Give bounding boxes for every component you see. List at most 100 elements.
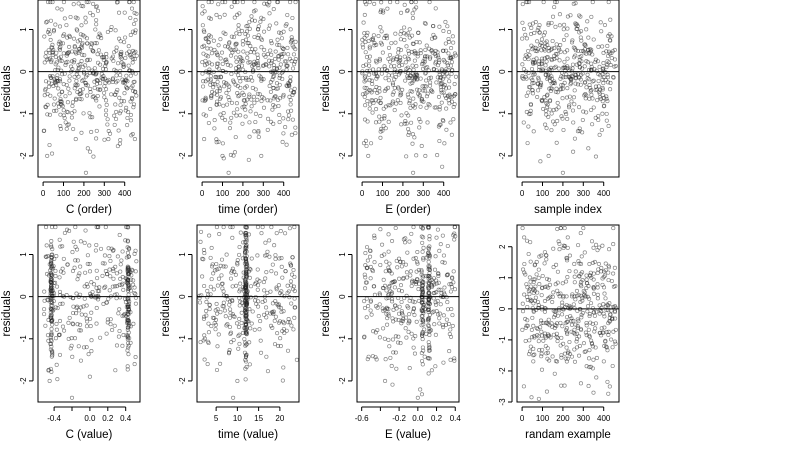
scatter-point [596,261,601,266]
scatter-point [126,278,131,283]
scatter-point [268,38,274,44]
scatter-point [252,34,257,40]
scatter-point [434,302,439,307]
scatter-point [410,132,416,137]
scatter-point [604,96,609,101]
scatter-point [217,88,222,94]
scatter-point [90,48,95,53]
scatter-point [421,322,426,327]
scatter-point [370,354,375,359]
scatter-point [258,350,264,355]
scatter-point [78,358,83,363]
scatter-point [411,336,416,341]
scatter-point [256,130,261,135]
scatter-point [527,52,532,58]
scatter-point [53,54,58,60]
scatter-point [398,55,403,60]
scatter-point [382,283,388,288]
scatter-point [218,37,223,42]
scatter-point [528,259,533,264]
scatter-point [240,90,245,95]
scatter-point [542,261,547,266]
scatter-point [582,93,587,98]
scatter-point [273,271,279,276]
scatter-point [578,14,583,19]
scatter-point [611,242,616,247]
scatter-point [130,97,135,102]
scatter-point [545,92,550,97]
scatter-point [367,78,372,83]
scatter-point [252,281,258,287]
scatter-point [225,62,230,67]
scatter-point [531,359,536,364]
scatter-point [520,309,526,314]
scatter-point [585,60,590,65]
scatter-point [261,52,266,57]
scatter-point [381,106,386,111]
scatter-point [413,75,418,80]
scatter-point [425,120,430,125]
scatter-point [95,289,100,294]
scatter-point [260,299,265,305]
scatter-point [261,105,267,110]
scatter-point [84,282,89,287]
scatter-point [362,272,367,277]
scatter-point [582,250,587,255]
scatter-point [415,77,420,82]
scatter-point [49,265,54,270]
scatter-point [606,265,612,270]
scatter-point [46,84,52,89]
scatter-point [50,322,55,327]
scatter-point [122,40,127,45]
scatter-point [563,75,568,80]
scatter-point [230,312,235,317]
scatter-point [78,32,83,37]
scatter-point [104,331,109,336]
scatter-point [267,23,272,28]
scatter-point [118,53,123,58]
scatter-point [577,126,582,131]
scatter-point [277,319,282,324]
scatter-point [219,281,225,286]
scatter-point [544,112,549,117]
scatter-point [535,39,540,44]
scatter-point [541,0,546,5]
scatter-point [100,261,105,266]
scatter-point [250,85,255,91]
scatter-point [98,62,103,67]
scatter-point [288,75,293,80]
scatter-point [265,98,270,103]
scatter-point [380,285,385,291]
scatter-point [363,251,368,256]
scatter-point [445,24,450,29]
scatter-point [611,271,616,276]
scatter-point [555,51,560,56]
scatter-point [419,268,424,273]
scatter-point [380,242,385,247]
scatter-point [375,90,380,95]
scatter-point [443,41,448,46]
scatter-point [292,225,297,230]
scatter-point [57,48,63,53]
scatter-point [369,312,374,317]
scatter-point [427,280,432,286]
scatter-point [247,362,252,367]
scatter-point [536,25,541,30]
scatter-point [223,264,228,269]
scatter-point [242,337,247,342]
scatter-point [211,85,216,90]
scatter-point [437,321,442,326]
scatter-point [435,53,440,58]
y-tick-label: -1 [19,110,28,118]
scatter-point [399,311,404,316]
scatter-point [106,137,111,142]
scatter-point [91,282,97,287]
scatter-point [94,285,99,290]
scatter-point [565,258,570,263]
scatter-point [133,301,138,306]
scatter-point [247,340,252,345]
scatter-point [83,228,88,233]
scatter-point [88,324,93,329]
x-tick-label: 100 [536,414,550,423]
scatter-point [118,39,123,44]
